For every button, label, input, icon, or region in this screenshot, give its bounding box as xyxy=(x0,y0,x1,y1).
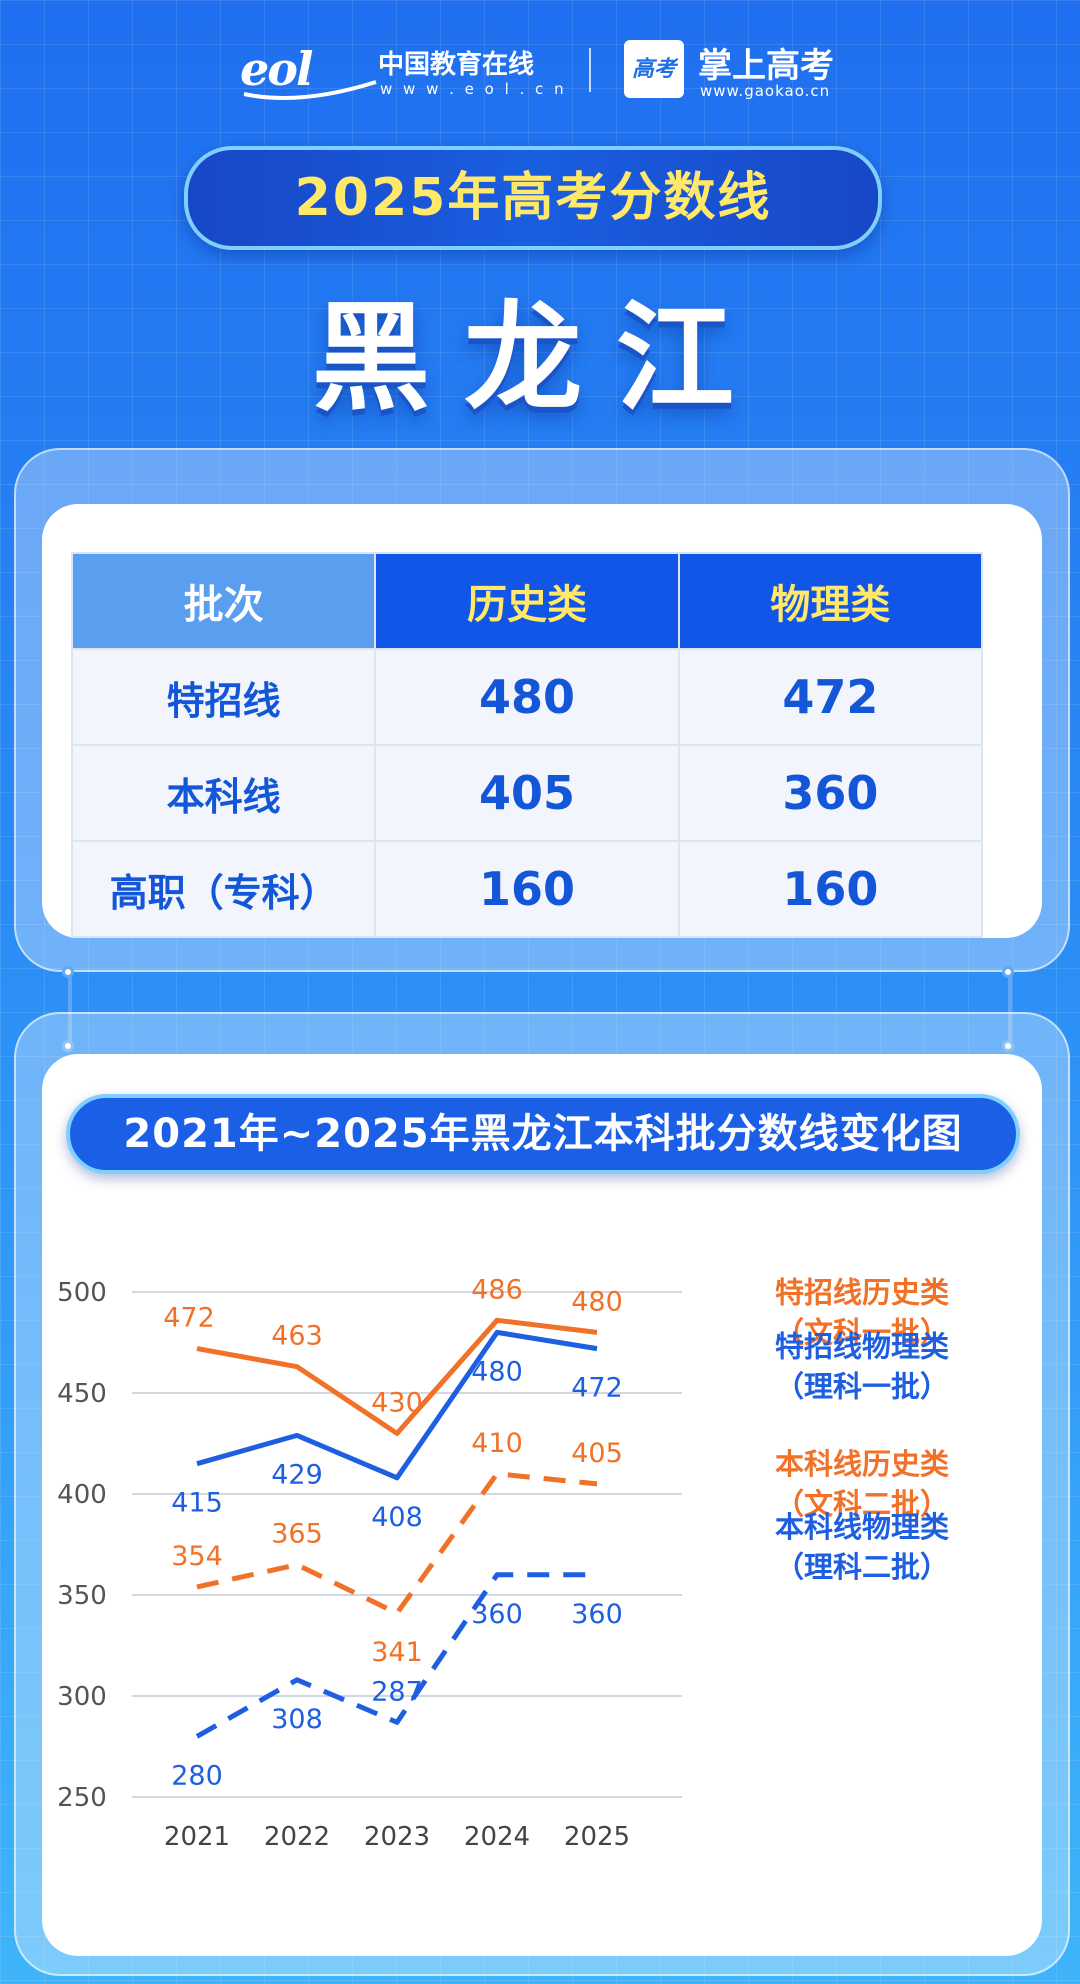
y-tick-label: 450 xyxy=(57,1379,107,1409)
data-label: 463 xyxy=(271,1321,323,1352)
data-label: 405 xyxy=(571,1438,623,1469)
data-label: 341 xyxy=(371,1637,423,1668)
series-line xyxy=(195,1572,597,1739)
data-label: 480 xyxy=(471,1356,523,1387)
legend-name: 本科线物理类 xyxy=(775,1510,949,1544)
gaokao-logo-mark: 高考 xyxy=(624,40,684,98)
eol-brand-url: w w w . e o l . c n xyxy=(380,80,567,98)
data-label: 429 xyxy=(271,1459,323,1490)
legend-sub: （文科一批） xyxy=(775,1315,949,1349)
data-label: 415 xyxy=(171,1488,223,1519)
table-row: 特招线 480 472 xyxy=(70,648,984,746)
data-label: 360 xyxy=(471,1599,523,1630)
logo-divider xyxy=(589,48,591,92)
chart-title: 2021年~2025年黑龙江本科批分数线变化图 xyxy=(123,1111,963,1157)
y-tick-label: 400 xyxy=(57,1480,107,1510)
x-tick-label: 2021 xyxy=(164,1822,230,1852)
card-connector-left xyxy=(62,966,74,1052)
data-label: 408 xyxy=(371,1502,423,1533)
row-history-score: 480 xyxy=(374,648,680,746)
legend-name: 特招线历史类 xyxy=(775,1275,949,1309)
x-tick-label: 2023 xyxy=(364,1822,430,1852)
eol-brand-name: 中国教育在线 xyxy=(378,50,535,80)
title-banner: 2025年高考分数线 xyxy=(184,146,882,250)
table-header-row: 批次 历史类 物理类 xyxy=(70,552,984,650)
eol-logo-mark: eol xyxy=(240,42,313,96)
score-card: 批次 历史类 物理类 特招线 480 472 本科线 405 360 高职（专科… xyxy=(14,448,1070,972)
banner-title: 2025年高考分数线 xyxy=(294,168,772,228)
y-tick-label: 500 xyxy=(57,1278,107,1308)
card-connector-right xyxy=(1002,966,1014,1052)
data-label: 410 xyxy=(471,1428,523,1459)
y-tick-label: 350 xyxy=(57,1581,107,1611)
legend-name: 特招线物理类 xyxy=(775,1330,949,1364)
header-physics: 物理类 xyxy=(677,552,984,650)
chart-card: 2021年~2025年黑龙江本科批分数线变化图 250 300 350 400 450 5… xyxy=(14,1012,1070,1976)
data-label: 354 xyxy=(171,1541,223,1572)
data-label: 365 xyxy=(271,1519,323,1550)
legend-name: 本科线历史类 xyxy=(775,1447,949,1481)
score-card-inner: 批次 历史类 物理类 特招线 480 472 本科线 405 360 高职（专科… xyxy=(42,504,1042,938)
row-history-score: 405 xyxy=(374,744,680,842)
row-batch: 高职（专科） xyxy=(70,840,377,938)
chart-card-inner: 2021年~2025年黑龙江本科批分数线变化图 250 300 350 400 450 5… xyxy=(42,1054,1042,1956)
chart-title-pill: 2021年~2025年黑龙江本科批分数线变化图 xyxy=(66,1094,1020,1174)
data-label: 486 xyxy=(471,1274,523,1305)
header-history: 历史类 xyxy=(374,552,680,650)
header-logos: eol 中国教育在线 w w w . e o l . c n 高考 掌上高考 w… xyxy=(0,36,1080,106)
table-row: 高职（专科） 160 160 xyxy=(70,840,984,938)
x-tick-label: 2024 xyxy=(464,1822,530,1852)
y-tick-label: 250 xyxy=(57,1783,107,1813)
row-batch: 特招线 xyxy=(70,648,377,746)
gaokao-brand-url: www.gaokao.cn xyxy=(700,82,831,100)
data-label: 430 xyxy=(371,1387,423,1418)
data-label: 287 xyxy=(371,1676,423,1707)
data-label: 480 xyxy=(571,1286,623,1317)
gaokao-brand-name: 掌上高考 xyxy=(698,46,834,86)
x-tick-label: 2022 xyxy=(264,1822,330,1852)
series-line xyxy=(196,1329,598,1481)
x-tick-label: 2025 xyxy=(564,1822,630,1852)
row-physics-score: 472 xyxy=(677,648,984,746)
y-tick-label: 300 xyxy=(57,1682,107,1712)
data-label: 280 xyxy=(171,1760,223,1791)
series-line xyxy=(196,1317,598,1436)
data-label: 308 xyxy=(271,1704,323,1735)
line-chart: 250 300 350 400 450 500 2021 2022 2023 2024 2025 4… xyxy=(57,1274,949,1852)
province-title: 黑龙江 xyxy=(311,289,768,427)
row-batch: 本科线 xyxy=(70,744,377,842)
eol-swoosh-icon xyxy=(243,80,377,100)
row-physics-score: 360 xyxy=(677,744,984,842)
data-label: 472 xyxy=(163,1303,215,1334)
row-history-score: 160 xyxy=(374,840,680,938)
legend-sub: （理科二批） xyxy=(775,1550,949,1584)
table-row: 本科线 405 360 xyxy=(70,744,984,842)
legend-sub: （文科二批） xyxy=(775,1487,949,1521)
data-label: 360 xyxy=(571,1599,623,1630)
header-batch: 批次 xyxy=(70,552,377,650)
row-physics-score: 160 xyxy=(677,840,984,938)
data-label: 472 xyxy=(571,1373,623,1404)
score-table: 批次 历史类 物理类 特招线 480 472 本科线 405 360 高职（专科… xyxy=(70,552,984,938)
legend-sub: （理科一批） xyxy=(775,1370,949,1404)
